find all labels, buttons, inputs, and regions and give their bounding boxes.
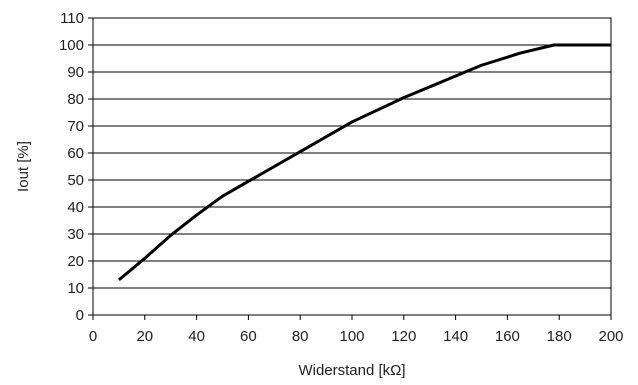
x-tick-label: 80: [292, 328, 309, 345]
x-tick-label: 200: [598, 328, 623, 345]
x-tick-label: 0: [89, 328, 97, 345]
x-axis-label: Widerstand [kΩ]: [298, 362, 405, 379]
y-tick-label: 60: [67, 145, 84, 162]
y-tick-label: 50: [67, 172, 84, 189]
y-tick-label: 110: [60, 10, 84, 27]
series-line-0: [117, 43, 611, 282]
y-tick-label: 30: [67, 226, 84, 243]
x-tick-label: 40: [188, 328, 205, 345]
x-tick-label: 60: [240, 328, 257, 345]
y-tick-label: 0: [76, 307, 84, 324]
y-tick-label: 40: [67, 199, 84, 216]
y-tick-label: 20: [67, 253, 84, 270]
y-tick-label: 10: [67, 280, 84, 297]
y-tick-label: 80: [67, 91, 84, 108]
x-tick-label: 160: [495, 328, 520, 345]
y-axis-label: Iout [%]: [15, 141, 32, 192]
x-tick-label: 100: [339, 328, 364, 345]
x-tick-label: 120: [391, 328, 416, 345]
series-layer: [117, 43, 611, 282]
y-tick-label: 100: [59, 37, 84, 54]
x-tick-label: 20: [136, 328, 153, 345]
y-tick-label: 70: [67, 118, 84, 135]
x-tick-label: 140: [443, 328, 468, 345]
plot-frame: [92, 17, 612, 316]
grid-lines: [93, 17, 611, 289]
x-tick-label: 180: [547, 328, 572, 345]
tick-labels: 0 10 20 30 40 50 60 70 80 90 100 110 0 20 40 60 80 100 120…: [59, 10, 624, 345]
y-tick-label: 90: [67, 64, 84, 81]
axes: [88, 17, 612, 320]
